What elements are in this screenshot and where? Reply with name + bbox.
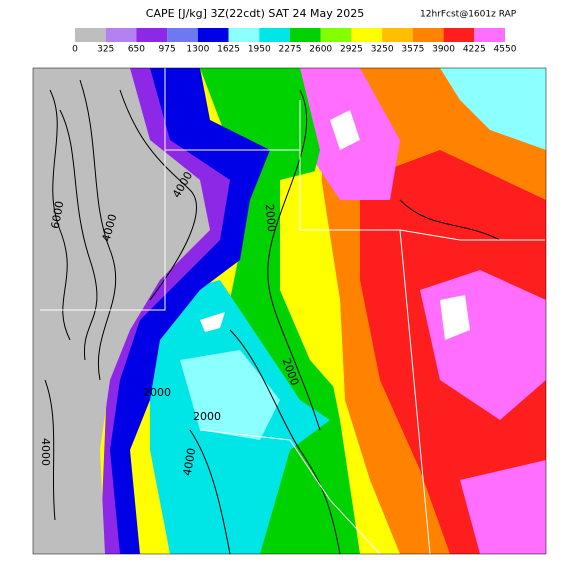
color-swatch (412, 28, 444, 42)
colorbar-label: 2925 (340, 45, 363, 55)
color-swatch (136, 28, 168, 42)
color-swatch (197, 28, 229, 42)
color-swatch (167, 28, 198, 42)
field (200, 312, 225, 332)
colorbar-label: 975 (159, 45, 176, 55)
field (33, 68, 210, 554)
colorbar-label: 2275 (279, 45, 302, 55)
map (33, 68, 546, 555)
field (460, 460, 546, 554)
color-swatch (259, 28, 290, 42)
field (440, 68, 546, 150)
colorbar: 0 325 650 975 1300 1625 1950 2275 2600 2925 3250 35… (72, 28, 517, 55)
field (180, 350, 280, 440)
colorbar-label: 1625 (217, 45, 240, 55)
contour-label: 4000 (39, 438, 52, 466)
map-frame (32, 67, 547, 555)
colorbar-label: 1300 (186, 45, 209, 55)
colorbar-label: 1950 (248, 45, 271, 55)
color-swatch (105, 28, 137, 42)
subtitle: 12hrFcst@1601z RAP (420, 10, 517, 20)
colorbar-label: 3575 (401, 45, 424, 55)
colorbar-label: 325 (97, 45, 114, 55)
color-swatch (228, 28, 260, 42)
colorbar-label: 4550 (494, 45, 517, 55)
title: CAPE [J/kg] 3Z(22cdt) SAT 24 May 2025 (146, 7, 364, 20)
color-swatch (474, 28, 505, 42)
contour-label: 2000 (193, 410, 221, 423)
color-swatch (320, 28, 352, 42)
color-swatch (290, 28, 321, 42)
field (440, 295, 470, 340)
colorbar-label: 2600 (309, 45, 332, 55)
colorbar-label: 650 (128, 45, 145, 55)
field (110, 68, 270, 554)
field (330, 110, 360, 150)
borders (40, 68, 545, 555)
contour-label: 2000 (143, 386, 171, 399)
colorbar-label: 3250 (371, 45, 394, 55)
colorbar-label: 3900 (432, 45, 455, 55)
contours (44, 79, 501, 555)
colorbar-label: 0 (72, 45, 78, 55)
contour-label: 4000 (181, 447, 199, 477)
color-swatch (382, 28, 413, 42)
contour-label: 6000 (49, 200, 67, 230)
color-swatch (443, 28, 475, 42)
color-swatch (351, 28, 383, 42)
colorbar-label: 4225 (463, 45, 486, 55)
color-swatch (75, 28, 106, 42)
contour-label: 2000 (263, 203, 278, 232)
field (280, 170, 345, 400)
